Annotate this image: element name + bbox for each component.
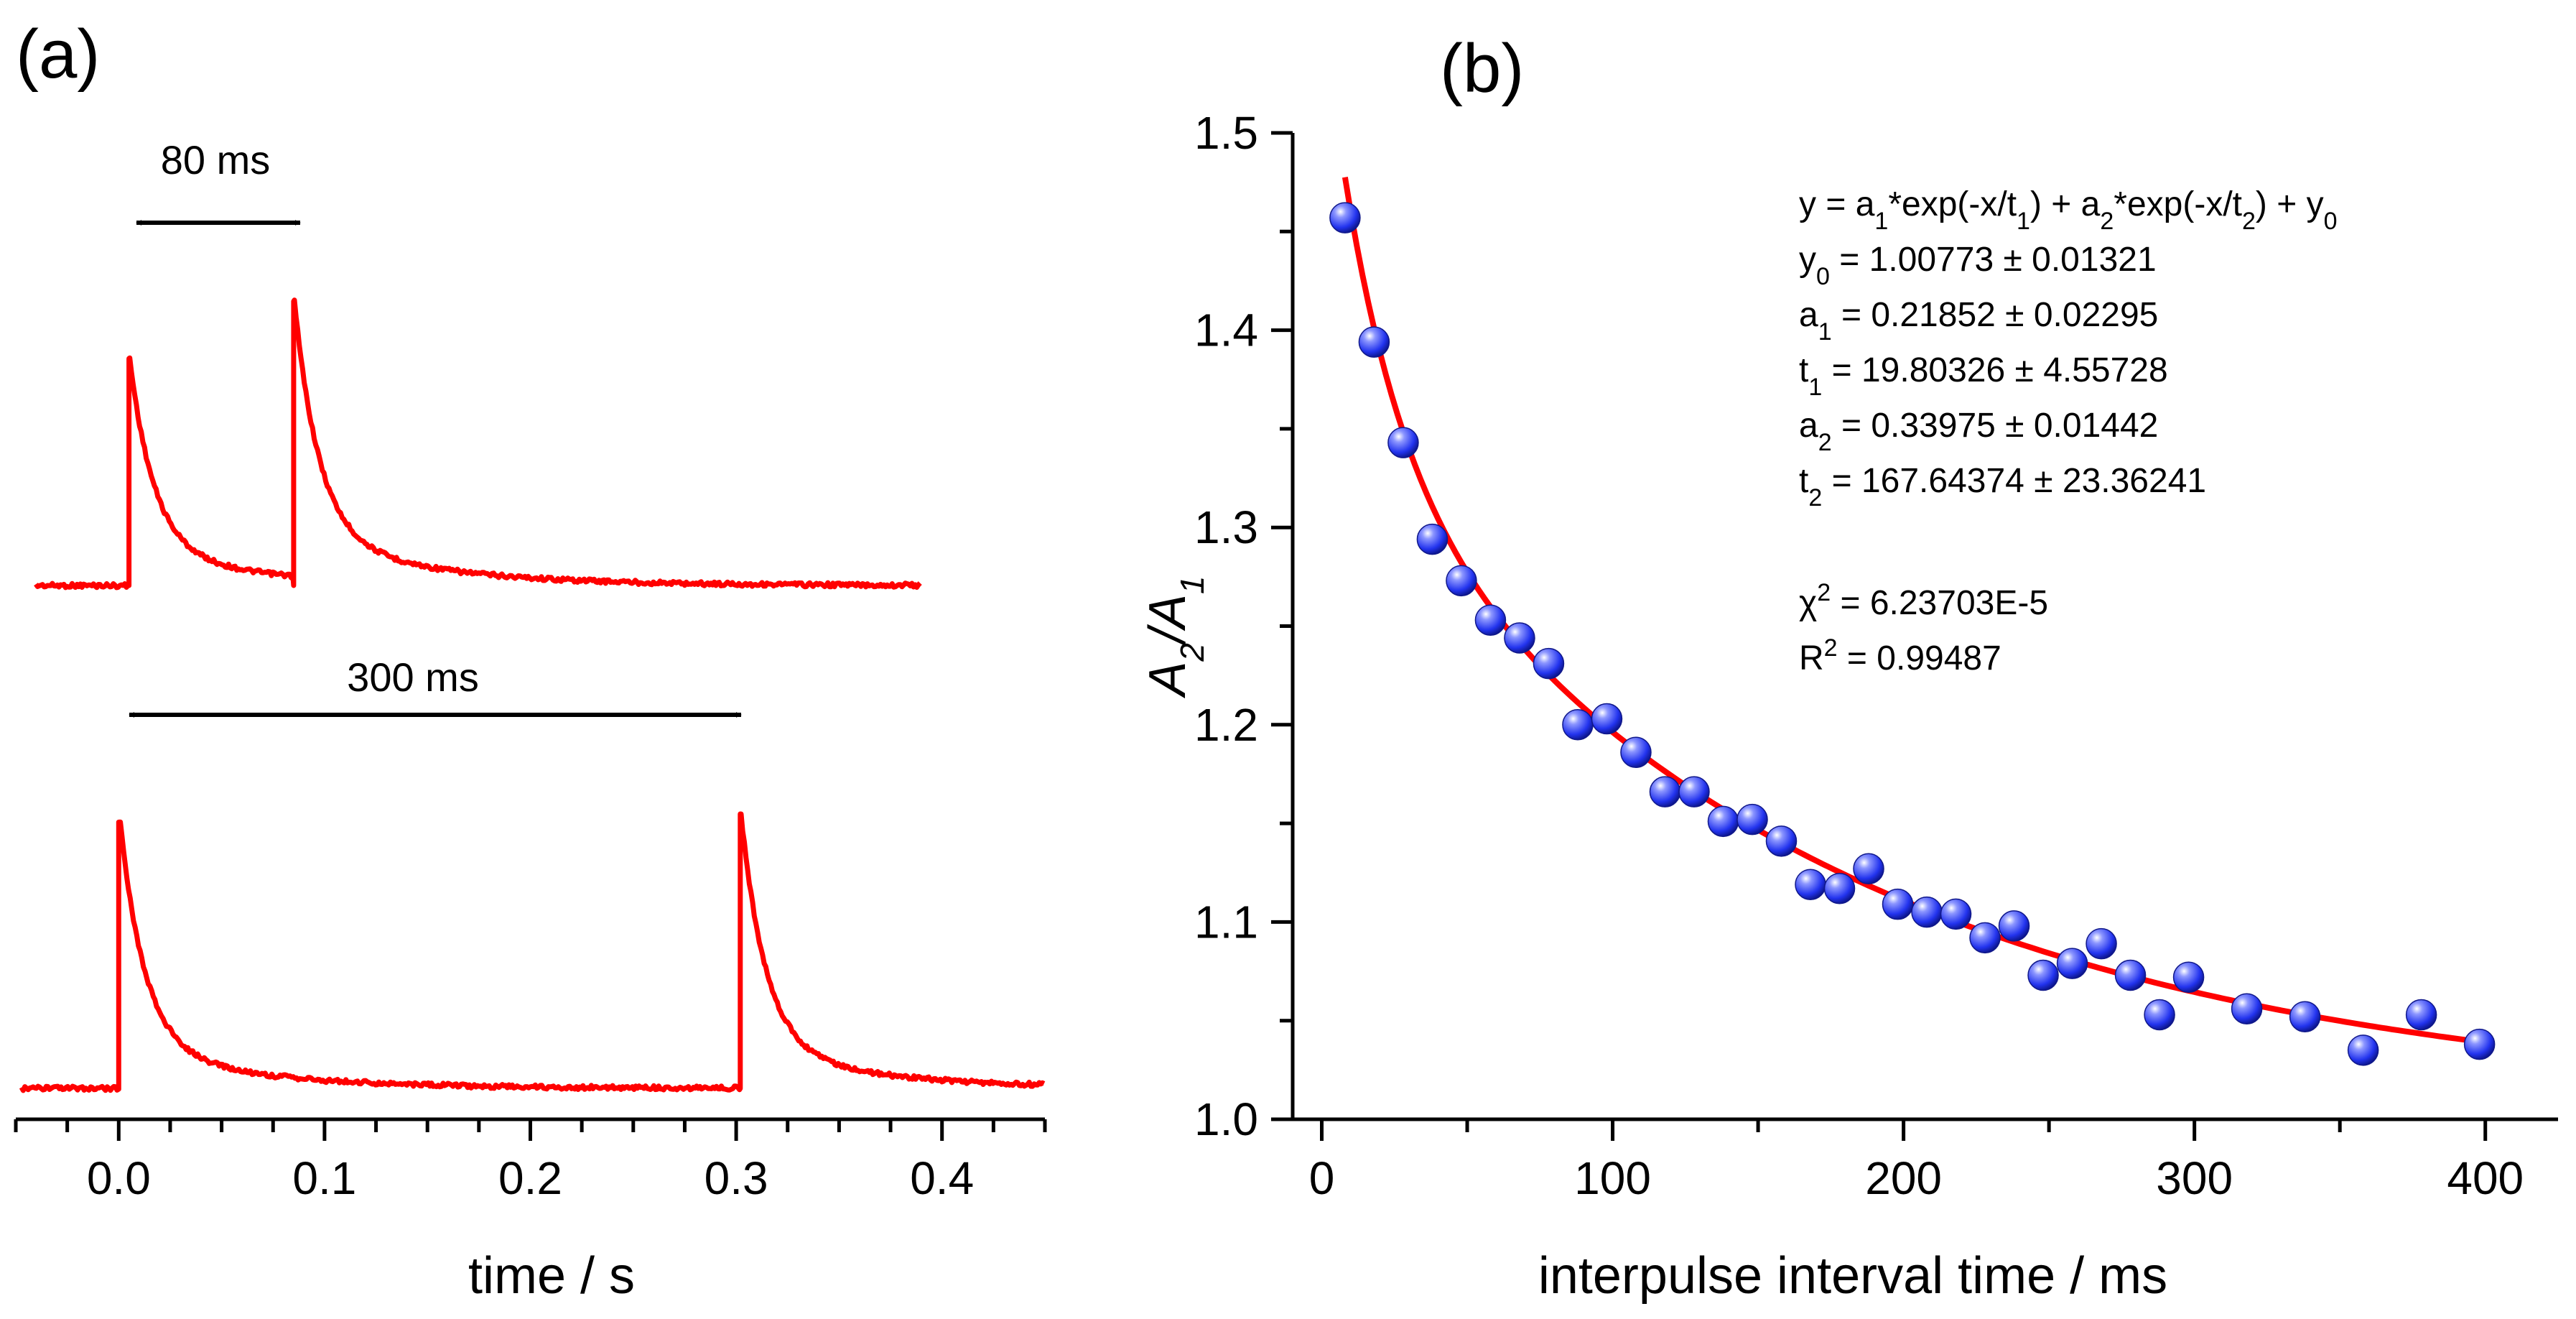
x-tick-label: 300 <box>2156 1152 2233 1204</box>
data-point <box>1853 853 1884 885</box>
data-point <box>1358 326 1390 358</box>
x-tick-label: 0.0 <box>87 1152 151 1204</box>
panel-b-x-label: interpulse interval time / ms <box>1538 1247 2167 1305</box>
panel-b-y-label: A2/A1 <box>1139 575 1211 698</box>
panel-a: (a) 0.0 0.1 0.2 0.3 0.4 80 ms 300 ms time / … <box>14 16 1047 1305</box>
data-point <box>2114 959 2147 991</box>
trace-2 <box>19 811 1046 1093</box>
data-point <box>1940 898 1972 930</box>
data-point <box>1533 647 1565 680</box>
data-point <box>1736 803 1768 836</box>
data-point <box>1795 869 1826 900</box>
y-tick-label: 1.4 <box>1194 305 1258 356</box>
x-tick-label: 0.4 <box>910 1152 974 1204</box>
y-label-main: A <box>1139 662 1196 699</box>
data-point <box>1882 888 1914 920</box>
data-point <box>1446 565 1477 597</box>
data-point <box>1649 776 1681 807</box>
data-point <box>1911 896 1943 928</box>
fit-t2: t2 = 167.64374 ± 23.36241 <box>1799 462 2206 512</box>
x-tick-label: 400 <box>2447 1152 2524 1204</box>
fit-r2: R2 = 0.99487 <box>1799 634 2001 677</box>
x-tick-label: 0 <box>1309 1152 1335 1204</box>
y-label-sep: /A <box>1139 594 1196 647</box>
fit-results: y = a1*exp(-x/t1) + a2*exp(-x/t2) + y0 y… <box>1799 185 2338 677</box>
fit-a2: a2 = 0.33975 ± 0.01442 <box>1799 407 2158 456</box>
data-point <box>2463 1028 2496 1060</box>
data-point <box>1765 825 1798 857</box>
data-point <box>2289 1001 2321 1032</box>
data-point <box>1707 805 1739 838</box>
panel-b: (b) 0 100 200 300 400 1.0 1.1 1.2 1.3 1.4 1.5 A2/A… <box>1139 30 2558 1305</box>
x-tick-label: 0.2 <box>498 1152 562 1204</box>
data-point <box>1504 622 1535 654</box>
fit-chi2: χ2 = 6.23703E-5 <box>1799 579 2048 622</box>
panel-b-points <box>1329 202 2496 1066</box>
x-tick-label: 0.3 <box>705 1152 768 1204</box>
data-point <box>1823 872 1856 904</box>
y-label-sub2: 1 <box>1173 575 1211 594</box>
data-point <box>2231 993 2263 1024</box>
data-point <box>1620 736 1652 768</box>
panel-a-x-axis: 0.0 0.1 0.2 0.3 0.4 <box>14 1117 1047 1204</box>
annotation-300ms: 300 ms <box>347 654 479 700</box>
y-tick-label: 1.1 <box>1194 896 1258 948</box>
data-point <box>1562 709 1594 741</box>
y-label-sub1: 2 <box>1173 643 1211 662</box>
data-point <box>1474 604 1507 637</box>
panel-a-annotations: 80 ms 300 ms <box>129 137 742 718</box>
y-tick-label: 1.0 <box>1194 1093 1258 1145</box>
data-point <box>1591 703 1623 735</box>
data-point <box>1678 776 1710 807</box>
data-point <box>2056 948 2088 979</box>
annotation-80ms: 80 ms <box>161 137 271 182</box>
x-tick-label: 100 <box>1574 1152 1651 1204</box>
panel-b-axes: 0 100 200 300 400 1.0 1.1 1.2 1.3 1.4 1.5 <box>1194 107 2558 1204</box>
data-point <box>2086 927 2117 960</box>
fit-y0: y0 = 1.00773 ± 0.01321 <box>1799 241 2157 290</box>
data-point <box>2405 999 2437 1031</box>
y-tick-label: 1.2 <box>1194 699 1258 751</box>
y-tick-label: 1.3 <box>1194 501 1258 553</box>
trace-1 <box>34 297 922 591</box>
panel-a-label: (a) <box>16 16 100 93</box>
data-point <box>1416 523 1449 555</box>
fit-t1: t1 = 19.80326 ± 4.55728 <box>1799 351 2168 401</box>
data-point <box>1329 202 1361 233</box>
data-point <box>1998 910 2030 942</box>
panel-a-x-label: time / s <box>468 1247 635 1305</box>
y-tick-label: 1.5 <box>1194 107 1258 159</box>
panel-a-traces <box>19 297 1046 1093</box>
x-tick-label: 200 <box>1865 1152 1942 1204</box>
data-point <box>2144 999 2175 1031</box>
data-point <box>2347 1035 2379 1066</box>
data-point <box>1969 922 2001 954</box>
panel-b-label: (b) <box>1440 30 1524 107</box>
data-point <box>2027 959 2059 991</box>
fit-a1: a1 = 0.21852 ± 0.02295 <box>1799 296 2158 346</box>
data-point <box>1387 427 1419 458</box>
x-tick-label: 0.1 <box>292 1152 356 1204</box>
data-point <box>2172 961 2205 994</box>
fit-equation: y = a1*exp(-x/t1) + a2*exp(-x/t2) + y0 <box>1799 185 2338 235</box>
